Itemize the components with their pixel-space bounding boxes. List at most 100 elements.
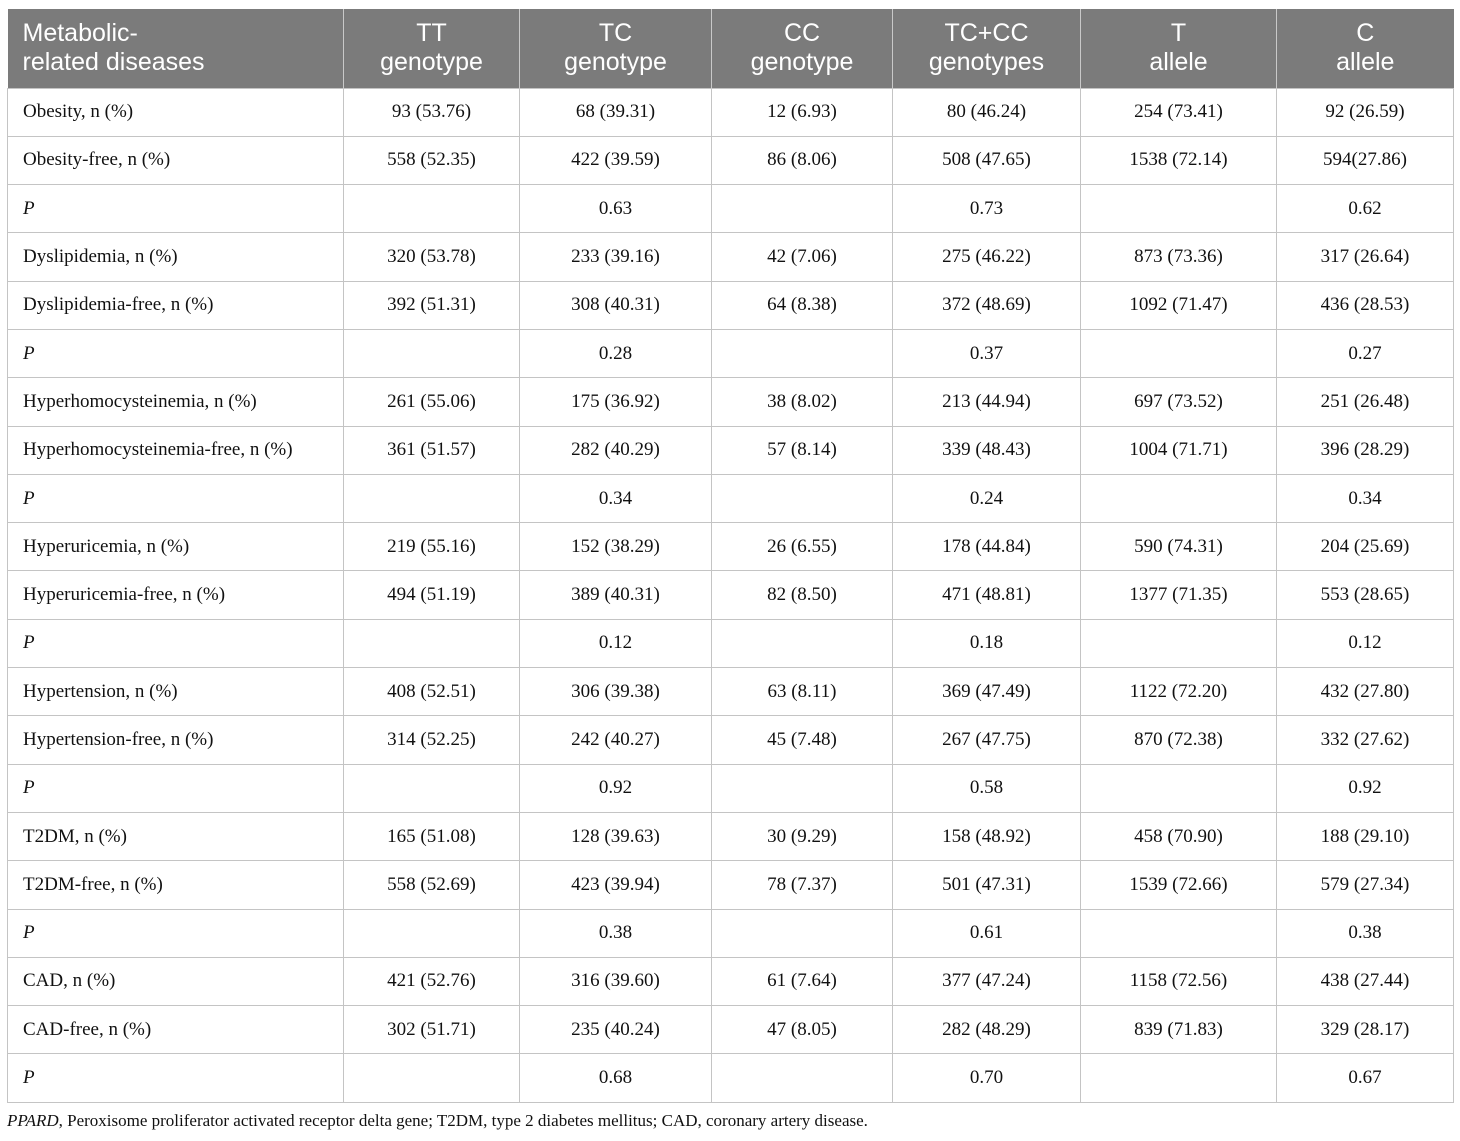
tccc-genotypes-cell: 508 (47.65): [892, 135, 1081, 186]
header-disease-line1: Metabolic-: [22, 19, 138, 48]
table-row: Hyperuricemia, n (%) 219 (55.16) 152 (38.2…: [7, 522, 1454, 572]
tt-genotype-cell: 494 (51.19): [343, 570, 520, 620]
header-t-line2: allele: [1149, 48, 1208, 77]
t-allele-cell: 590 (74.31): [1080, 522, 1277, 572]
t-allele-cell: [1080, 908, 1277, 958]
row-label-cell: Dyslipidemia-free, n (%): [7, 280, 344, 330]
cc-genotype-cell: 86 (8.06): [711, 135, 893, 186]
t-allele-cell: [1080, 184, 1277, 234]
tccc-genotypes-cell: 471 (48.81): [892, 570, 1081, 620]
tc-genotype-cell: 128 (39.63): [519, 811, 712, 862]
header-c-line2: allele: [1336, 48, 1395, 77]
p-value-row: P 0.38 0.61 0.38: [7, 908, 1454, 958]
header-tccc-genotypes: TC+CC genotypes: [892, 9, 1081, 88]
c-allele-cell: 553 (28.65): [1276, 570, 1454, 620]
c-allele-cell: 432 (27.80): [1276, 667, 1454, 717]
p-value-row: P 0.34 0.24 0.34: [7, 473, 1454, 524]
header-t-allele: T allele: [1080, 9, 1277, 88]
tt-genotype-cell: 408 (52.51): [343, 667, 520, 717]
row-label-cell: Hyperhomocysteinemia-free, n (%): [7, 425, 344, 475]
tc-genotype-cell: 152 (38.29): [519, 522, 712, 572]
tccc-genotypes-cell: 501 (47.31): [892, 860, 1081, 910]
table-row: Obesity, n (%) 93 (53.76) 68 (39.31) 12 (6.…: [7, 87, 1454, 137]
c-allele-cell: 251 (26.48): [1276, 377, 1454, 427]
row-label-cell: Hyperuricemia-free, n (%): [7, 570, 344, 620]
tt-genotype-cell: [343, 473, 520, 524]
tt-genotype-cell: 261 (55.06): [343, 377, 520, 427]
cc-genotype-cell: 61 (7.64): [711, 956, 893, 1007]
p-value-row: P 0.68 0.70 0.67: [7, 1053, 1454, 1103]
tt-genotype-cell: 361 (51.57): [343, 425, 520, 475]
tt-genotype-cell: [343, 184, 520, 234]
p-value-row: P 0.63 0.73 0.62: [7, 184, 1454, 234]
tt-genotype-cell: [343, 618, 520, 669]
cc-genotype-cell: 82 (8.50): [711, 570, 893, 620]
table-row: Hyperuricemia-free, n (%) 494 (51.19) 389 …: [7, 570, 1454, 620]
p-value-row: P 0.28 0.37 0.27: [7, 328, 1454, 379]
cc-genotype-cell: 26 (6.55): [711, 522, 893, 572]
t-allele-cell: 458 (70.90): [1080, 811, 1277, 862]
tc-genotype-cell: 0.63: [519, 184, 712, 234]
t-allele-cell: 1092 (71.47): [1080, 280, 1277, 330]
tc-genotype-cell: 0.12: [519, 618, 712, 669]
header-tc-genotype: TC genotype: [519, 9, 712, 88]
header-t-line1: T: [1170, 19, 1187, 48]
table-body: Obesity, n (%) 93 (53.76) 68 (39.31) 12 (6.…: [7, 87, 1454, 1103]
tc-genotype-cell: 389 (40.31): [519, 570, 712, 620]
t-allele-cell: 1539 (72.66): [1080, 860, 1277, 910]
header-tccc-line1: TC+CC: [944, 19, 1029, 48]
header-tt-genotype: TT genotype: [343, 9, 520, 88]
tt-genotype-cell: 314 (52.25): [343, 715, 520, 765]
tc-genotype-cell: 422 (39.59): [519, 135, 712, 186]
header-row: Metabolic- related diseases TT genotype …: [7, 9, 1454, 88]
row-label-cell: CAD, n (%): [7, 956, 344, 1007]
cc-genotype-cell: 45 (7.48): [711, 715, 893, 765]
t-allele-cell: 1377 (71.35): [1080, 570, 1277, 620]
table-row: CAD, n (%) 421 (52.76) 316 (39.60) 61 (7.64…: [7, 956, 1454, 1007]
c-allele-cell: 92 (26.59): [1276, 87, 1454, 137]
header-cc-line2: genotype: [750, 48, 854, 77]
p-value-row: P 0.12 0.18 0.12: [7, 618, 1454, 669]
tc-genotype-cell: 242 (40.27): [519, 715, 712, 765]
row-label-cell: CAD-free, n (%): [7, 1005, 344, 1055]
c-allele-cell: 317 (26.64): [1276, 232, 1454, 282]
row-label-cell: Hypertension, n (%): [7, 667, 344, 717]
c-allele-cell: 0.12: [1276, 618, 1454, 669]
c-allele-cell: 594(27.86): [1276, 135, 1454, 186]
t-allele-cell: 1004 (71.71): [1080, 425, 1277, 475]
tc-genotype-cell: 0.34: [519, 473, 712, 524]
table-row: T2DM, n (%) 165 (51.08) 128 (39.63) 30 (9.2…: [7, 811, 1454, 862]
cc-genotype-cell: 57 (8.14): [711, 425, 893, 475]
cc-genotype-cell: 30 (9.29): [711, 811, 893, 862]
c-allele-cell: 0.34: [1276, 473, 1454, 524]
cc-genotype-cell: 78 (7.37): [711, 860, 893, 910]
tc-genotype-cell: 233 (39.16): [519, 232, 712, 282]
tccc-genotypes-cell: 80 (46.24): [892, 87, 1081, 137]
tt-genotype-cell: 320 (53.78): [343, 232, 520, 282]
tt-genotype-cell: [343, 328, 520, 379]
tc-genotype-cell: 68 (39.31): [519, 87, 712, 137]
tc-genotype-cell: 306 (39.38): [519, 667, 712, 717]
genotype-allele-table: Metabolic- related diseases TT genotype …: [7, 9, 1454, 1103]
t-allele-cell: [1080, 1053, 1277, 1103]
row-label-cell: T2DM, n (%): [7, 811, 344, 862]
results-table-container: Metabolic- related diseases TT genotype …: [7, 9, 1454, 1103]
p-value-row: P 0.92 0.58 0.92: [7, 763, 1454, 813]
tc-genotype-cell: 282 (40.29): [519, 425, 712, 475]
header-tc-line1: TC: [598, 19, 633, 48]
row-label-cell: Obesity, n (%): [7, 87, 344, 137]
tt-genotype-cell: 219 (55.16): [343, 522, 520, 572]
footnote-gene-abbrev: PPARD: [7, 1111, 59, 1130]
header-tc-line2: genotype: [564, 48, 667, 77]
c-allele-cell: 0.67: [1276, 1053, 1454, 1103]
tccc-genotypes-cell: 282 (48.29): [892, 1005, 1081, 1055]
header-cc-genotype: CC genotype: [711, 9, 893, 88]
header-disease-line2: related diseases: [22, 48, 205, 77]
tccc-genotypes-cell: 0.58: [892, 763, 1081, 813]
row-label-cell: P: [7, 618, 344, 669]
table-row: Hypertension, n (%) 408 (52.51) 306 (39.38…: [7, 667, 1454, 717]
header-c-line1: C: [1356, 19, 1375, 48]
c-allele-cell: 0.27: [1276, 328, 1454, 379]
row-label-cell: P: [7, 763, 344, 813]
tccc-genotypes-cell: 372 (48.69): [892, 280, 1081, 330]
